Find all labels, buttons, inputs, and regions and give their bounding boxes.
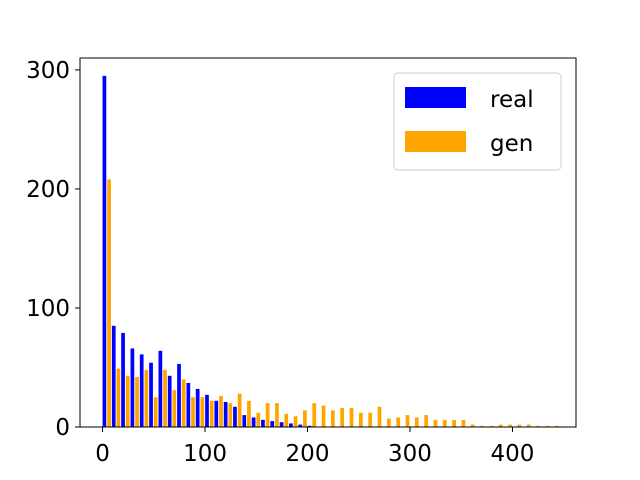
bar-gen-5 xyxy=(153,397,158,427)
bar-gen-24 xyxy=(331,410,335,427)
bar-real-10 xyxy=(195,388,200,427)
bar-gen-1 xyxy=(116,368,121,427)
bar-gen-23 xyxy=(321,405,326,427)
bar-real-18 xyxy=(270,421,275,427)
bar-real-6 xyxy=(158,350,163,427)
bar-gen-25 xyxy=(340,407,345,427)
legend-label-real: real xyxy=(490,87,534,113)
x-tick-label-400: 400 xyxy=(491,441,535,467)
bar-gen-2 xyxy=(125,375,130,427)
bar-real-3 xyxy=(130,348,135,427)
bar-gen-44 xyxy=(517,424,522,427)
bar-gen-32 xyxy=(405,415,410,427)
y-axis-ticks: 0 100 200 300 xyxy=(26,58,80,441)
bar-gen-47 xyxy=(545,425,550,427)
bar-real-22 xyxy=(307,425,312,427)
bar-gen-7 xyxy=(172,390,177,427)
bar-gen-42 xyxy=(498,424,503,427)
bar-gen-0 xyxy=(107,179,111,427)
bar-real-11 xyxy=(205,394,209,427)
bar-gen-34 xyxy=(424,415,429,427)
bar-gen-37 xyxy=(452,419,456,427)
bar-real-17 xyxy=(261,419,265,427)
bar-real-20 xyxy=(289,423,293,427)
bar-gen-18 xyxy=(275,403,279,427)
bar-gen-14 xyxy=(237,393,242,427)
bar-real-21 xyxy=(298,424,303,427)
bar-real-0 xyxy=(102,75,107,428)
bar-gen-40 xyxy=(480,425,484,427)
bar-gen-4 xyxy=(144,369,149,427)
bar-gen-12 xyxy=(219,396,223,427)
bar-gen-17 xyxy=(265,403,270,427)
bar-gen-30 xyxy=(386,418,391,427)
bar-real-14 xyxy=(233,406,237,427)
bar-real-4 xyxy=(139,354,144,427)
legend: real gen xyxy=(393,72,562,171)
bars-group xyxy=(102,75,559,428)
bar-gen-39 xyxy=(470,424,475,427)
x-tick-label-100: 100 xyxy=(183,441,227,467)
bar-gen-35 xyxy=(433,419,438,427)
bar-gen-26 xyxy=(349,407,354,427)
x-axis-ticks: 0 100 200 300 400 xyxy=(95,427,534,467)
bar-gen-38 xyxy=(461,419,466,427)
bar-gen-46 xyxy=(536,425,540,427)
bar-gen-8 xyxy=(181,379,186,427)
bar-gen-20 xyxy=(293,416,298,427)
bar-real-9 xyxy=(186,382,191,427)
y-tick-label-300: 300 xyxy=(26,58,70,84)
bar-real-7 xyxy=(167,375,172,427)
bar-real-8 xyxy=(177,363,181,427)
bar-gen-22 xyxy=(312,403,317,427)
bar-real-5 xyxy=(149,362,153,427)
axes-frame xyxy=(79,57,577,428)
bar-gen-13 xyxy=(228,403,233,427)
bar-gen-28 xyxy=(368,412,373,427)
bar-gen-15 xyxy=(247,400,251,427)
bar-real-15 xyxy=(242,415,247,427)
bar-gen-31 xyxy=(396,417,401,427)
bar-gen-21 xyxy=(303,410,307,427)
bar-gen-43 xyxy=(508,424,512,427)
x-tick-label-200: 200 xyxy=(286,441,330,467)
bar-gen-19 xyxy=(284,413,289,427)
x-tick-label-300: 300 xyxy=(388,441,432,467)
bar-gen-48 xyxy=(554,425,559,427)
bar-real-16 xyxy=(251,417,256,427)
legend-label-gen: gen xyxy=(490,131,533,157)
bar-gen-11 xyxy=(209,400,214,427)
bar-gen-6 xyxy=(163,369,167,427)
y-tick-label-0: 0 xyxy=(55,415,70,441)
bar-gen-27 xyxy=(359,412,363,427)
bar-gen-3 xyxy=(135,377,139,427)
bar-gen-9 xyxy=(191,397,195,427)
bar-gen-10 xyxy=(200,397,205,427)
bar-real-12 xyxy=(214,400,219,427)
bar-gen-29 xyxy=(377,406,382,427)
bar-real-19 xyxy=(279,422,284,427)
bar-real-2 xyxy=(121,332,125,427)
bar-gen-41 xyxy=(489,425,494,427)
bar-gen-33 xyxy=(414,417,419,427)
y-tick-label-200: 200 xyxy=(26,177,70,203)
x-tick-label-0: 0 xyxy=(95,441,110,467)
bar-real-1 xyxy=(111,325,116,427)
bar-gen-45 xyxy=(526,424,531,427)
legend-swatch-gen xyxy=(405,131,466,152)
bar-real-13 xyxy=(223,402,228,427)
bar-gen-36 xyxy=(442,419,447,427)
y-tick-label-100: 100 xyxy=(26,296,70,322)
legend-swatch-real xyxy=(405,87,466,108)
bar-gen-16 xyxy=(256,412,261,427)
